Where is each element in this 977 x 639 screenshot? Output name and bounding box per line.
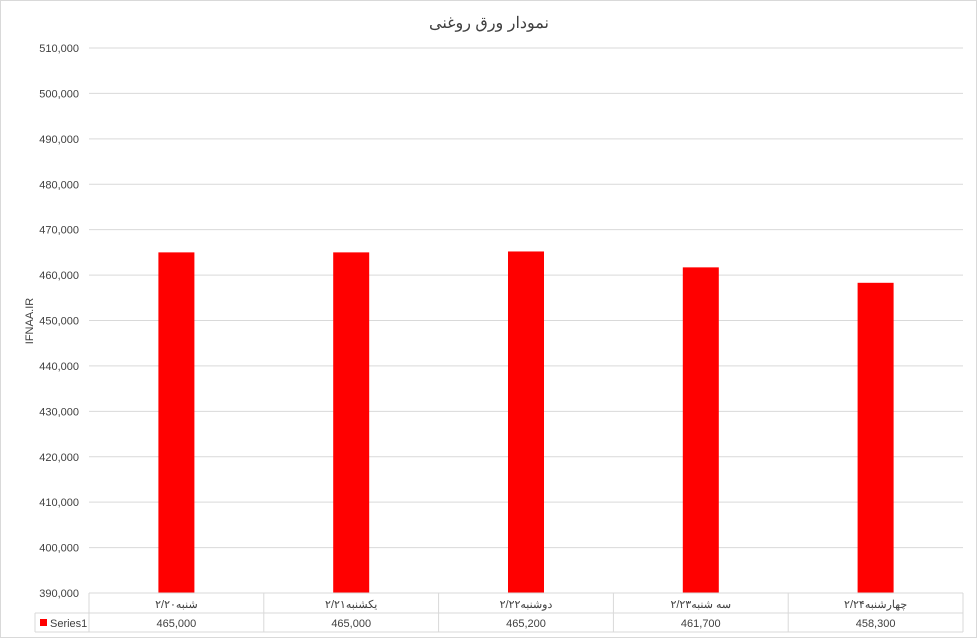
x-category-label: سه شنبه۲/۲۳: [670, 599, 731, 611]
data-label: 465,000: [331, 618, 371, 630]
y-tick-label: 390,000: [39, 588, 79, 600]
y-tick-label: 480,000: [39, 179, 79, 191]
bar: [857, 282, 894, 593]
bar: [682, 267, 719, 593]
chart-title: نمودار ورق روغنی: [429, 15, 549, 32]
y-tick-label: 460,000: [39, 270, 79, 282]
data-label: 465,000: [157, 618, 197, 630]
y-tick-label: 430,000: [39, 406, 79, 418]
y-axis-label: IFNAA.IR: [24, 298, 36, 345]
y-tick-label: 450,000: [39, 316, 79, 328]
y-tick-label: 410,000: [39, 497, 79, 509]
y-tick-label: 420,000: [39, 452, 79, 464]
y-tick-label: 440,000: [39, 361, 79, 373]
data-label: 458,300: [856, 618, 896, 630]
y-tick-label: 500,000: [39, 88, 79, 100]
legend-label: Series1: [50, 618, 87, 630]
bar: [333, 252, 370, 593]
data-label: 461,700: [681, 618, 721, 630]
x-category-label: یکشنبه۲/۲۱: [325, 599, 377, 611]
bar: [508, 251, 544, 593]
y-tick-label: 490,000: [39, 134, 79, 146]
x-category-label: دوشنبه۲/۲۲: [500, 599, 553, 611]
x-category-label: شنبه۲/۲۰: [155, 599, 198, 611]
y-tick-label: 400,000: [39, 543, 79, 555]
x-category-label: چهارشنبه۲/۲۴: [844, 599, 907, 611]
data-label: 465,200: [506, 618, 546, 630]
bar: [158, 252, 195, 593]
y-tick-label: 470,000: [39, 225, 79, 237]
y-tick-label: 510,000: [39, 43, 79, 55]
legend-swatch: [40, 619, 47, 626]
